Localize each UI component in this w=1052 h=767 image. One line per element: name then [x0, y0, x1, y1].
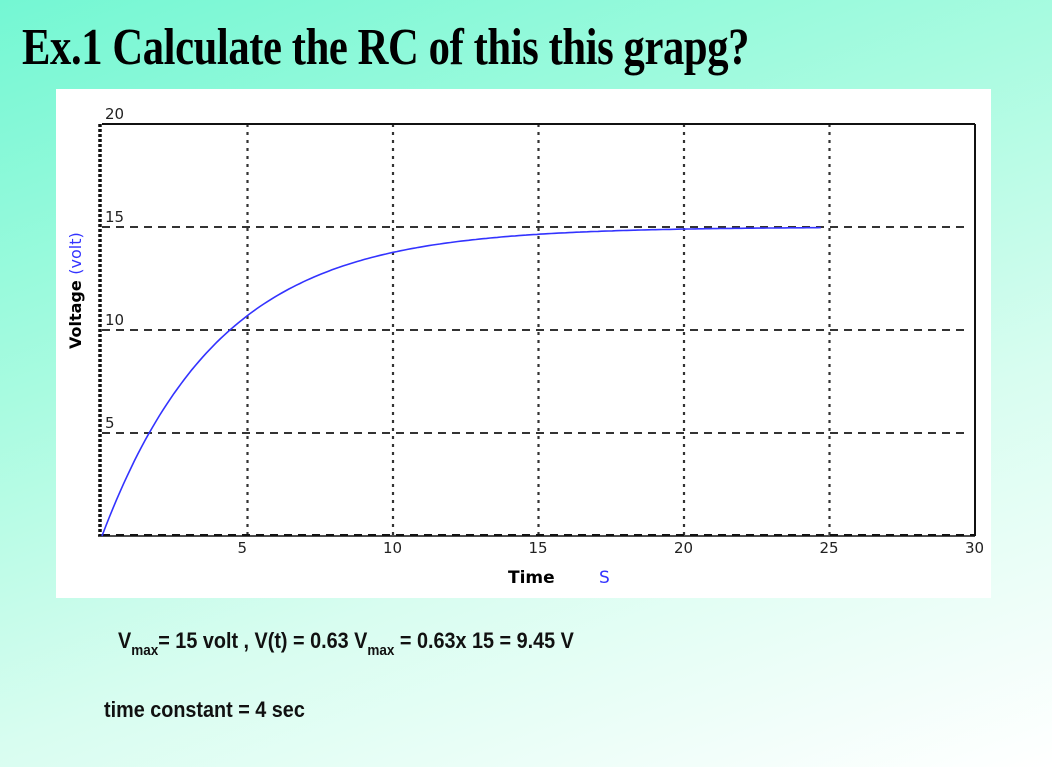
x-tick-label: 5	[238, 539, 248, 557]
v-subscript: max	[131, 642, 159, 659]
y-tick-label: 15	[105, 208, 124, 226]
rc-charging-chart: 5 10 15 20 25 30 5 10 15 20 Time S Voltage (volt)	[66, 105, 984, 588]
x-tick-label: 20	[674, 539, 693, 557]
v2-subscript: max	[367, 642, 395, 659]
time-constant-text: time constant = 4 sec	[104, 697, 305, 722]
y-tick-label: 10	[105, 311, 124, 329]
voltage-curve	[101, 226, 821, 537]
v2-symbol: V	[354, 628, 368, 653]
x-tick-label: 25	[820, 539, 839, 557]
v-symbol: V	[118, 628, 132, 653]
chart-panel: 5 10 15 20 25 30 5 10 15 20 Time S Voltage (volt)	[56, 89, 991, 598]
x-tick-label: 30	[965, 539, 984, 557]
x-tick-label: 10	[383, 539, 402, 557]
x-tick-label: 15	[529, 539, 548, 557]
x-axis-unit: S	[599, 568, 610, 588]
equation-part1: = 15 volt , V(t) = 0.63	[158, 628, 355, 653]
x-axis-label: Time	[508, 568, 555, 588]
y-axis-label: Voltage (volt)	[66, 232, 85, 349]
y-tick-label: 5	[105, 414, 115, 432]
equation-part2: = 0.63x 15 = 9.45 V	[394, 628, 574, 653]
vmax-equation: Vmax= 15 volt , V(t) = 0.63 Vmax = 0.63x…	[118, 628, 574, 659]
slide-title: Ex.1 Calculate the RC of this this grapg…	[22, 19, 750, 76]
y-tick-label: 20	[105, 105, 124, 123]
